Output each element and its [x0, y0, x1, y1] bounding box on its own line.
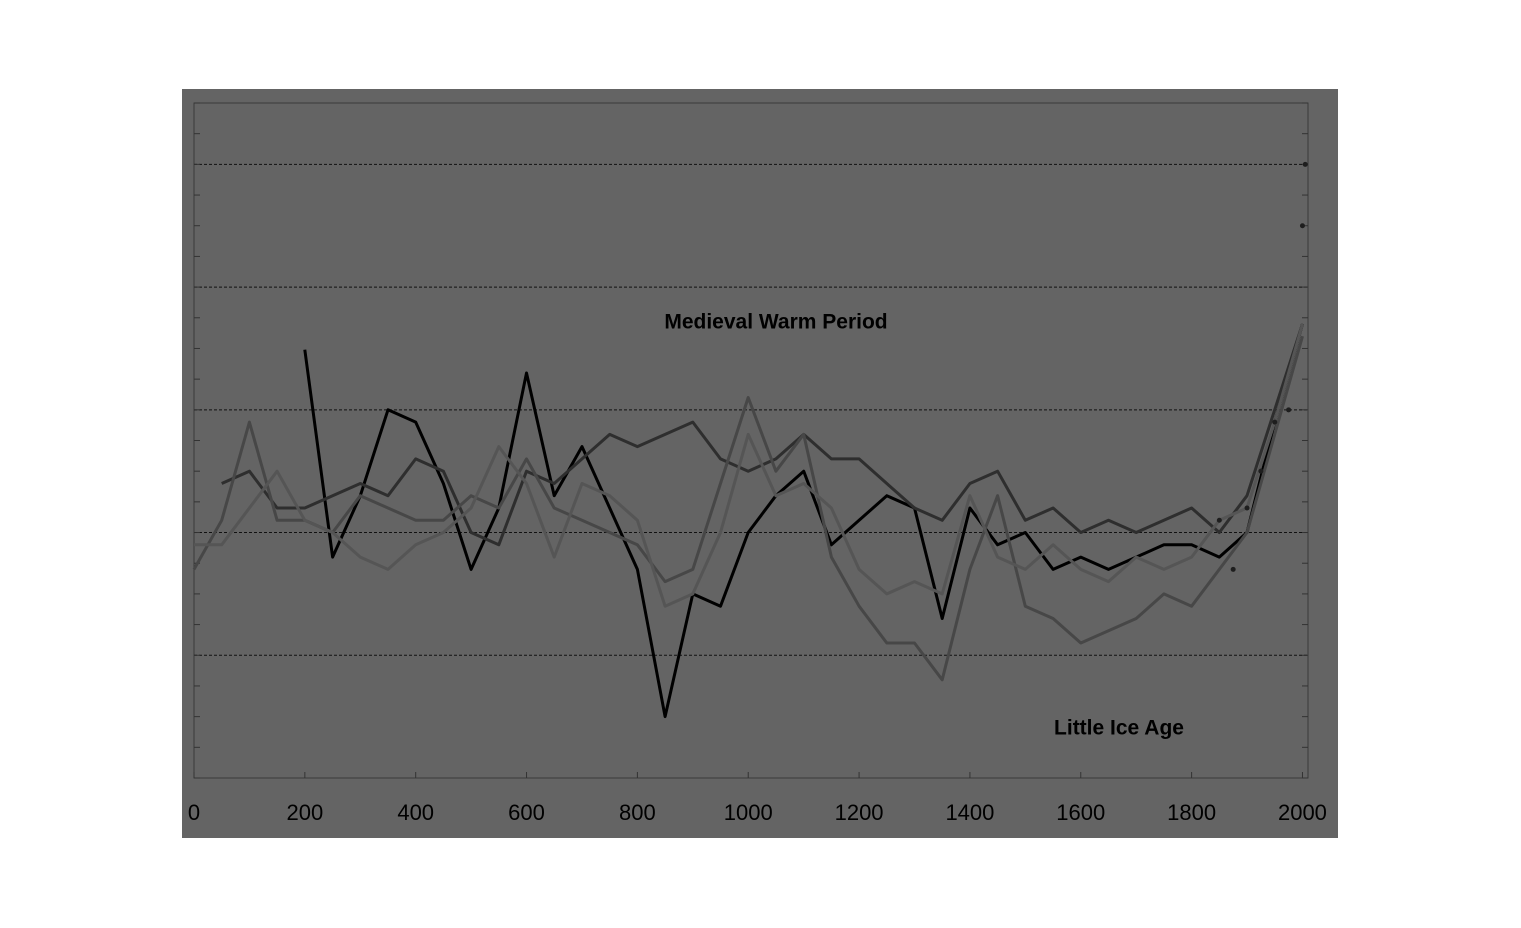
data-point	[1244, 505, 1250, 511]
annotation: Medieval Warm Period	[664, 311, 887, 334]
x-tick-label: 400	[397, 800, 434, 825]
data-point	[1286, 407, 1292, 413]
x-tick-label: 1200	[835, 800, 884, 825]
data-point	[1299, 223, 1305, 229]
x-tick-label: 1800	[1167, 800, 1216, 825]
data-point	[1216, 517, 1222, 523]
x-tick-label: 800	[619, 800, 656, 825]
x-tick-label: 600	[508, 800, 545, 825]
data-line	[194, 323, 1304, 608]
data-point	[1258, 468, 1264, 474]
x-tick-label: 1600	[1056, 800, 1105, 825]
data-point	[1272, 419, 1278, 425]
x-tick-label: 2000	[1278, 800, 1327, 825]
data-point	[1230, 566, 1236, 572]
x-tick-label: 0	[188, 800, 200, 825]
data-point	[1302, 161, 1308, 167]
annotation: Little Ice Age	[1054, 717, 1184, 740]
x-tick-label: 200	[286, 800, 323, 825]
data-line	[192, 335, 1304, 682]
x-tick-label: 1000	[724, 800, 773, 825]
x-tick-label: 1400	[945, 800, 994, 825]
